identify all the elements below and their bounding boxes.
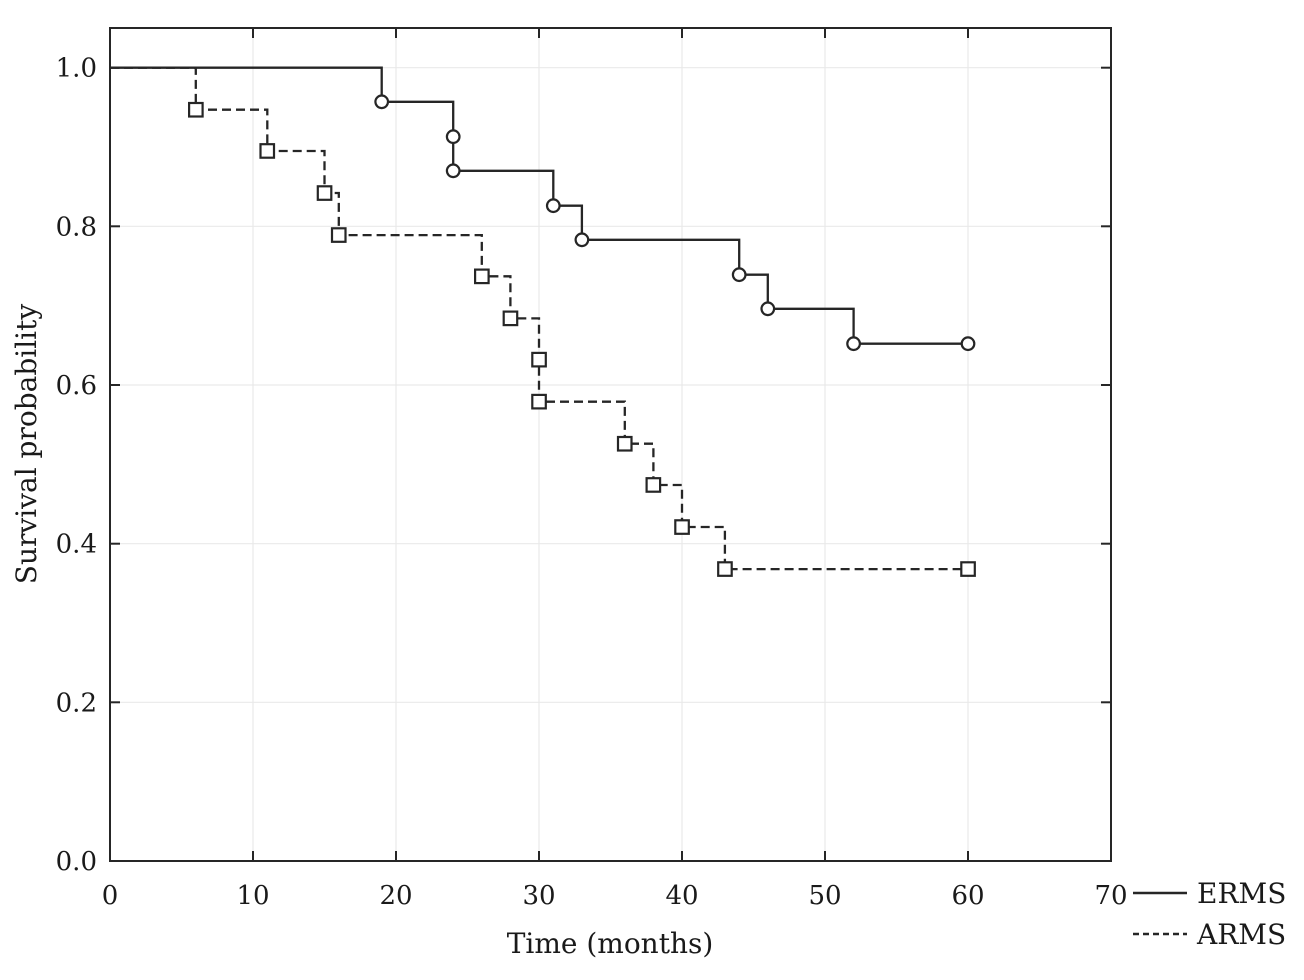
x-tick-label: 0 bbox=[102, 881, 119, 911]
erms-curve bbox=[110, 66, 968, 345]
x-tick-label: 20 bbox=[379, 881, 412, 911]
y-axis-title: Survival probability bbox=[10, 304, 43, 585]
erms-marker bbox=[545, 198, 561, 214]
arms-marker bbox=[330, 227, 347, 243]
legend-label-erms: ERMS bbox=[1197, 877, 1286, 910]
arms-marker bbox=[188, 101, 204, 118]
arms-marker bbox=[531, 393, 547, 410]
x-axis-title: Time (months) bbox=[507, 927, 714, 960]
x-tick-label: 70 bbox=[1094, 881, 1127, 911]
arms-marker bbox=[502, 310, 519, 327]
x-tick-label: 50 bbox=[808, 881, 841, 911]
y-tick-label: 0.8 bbox=[56, 212, 97, 242]
erms-marker bbox=[731, 267, 747, 283]
arms-marker bbox=[674, 519, 690, 535]
erms-marker bbox=[960, 336, 976, 352]
erms-marker bbox=[846, 336, 861, 352]
arms-marker bbox=[645, 477, 662, 493]
y-tick-label: 0.4 bbox=[56, 530, 97, 560]
erms-marker bbox=[445, 163, 461, 179]
arms-marker bbox=[316, 185, 333, 201]
arms-marker bbox=[531, 351, 547, 368]
x-tick-label: 40 bbox=[665, 881, 698, 911]
y-tick-label: 0.2 bbox=[56, 688, 97, 718]
y-tick-label: 1.0 bbox=[56, 54, 97, 84]
legend-label-arms: ARMS bbox=[1196, 918, 1286, 951]
erms-marker bbox=[445, 129, 461, 145]
arms-marker bbox=[259, 143, 276, 159]
arms-marker bbox=[960, 561, 976, 577]
x-tick-label: 10 bbox=[236, 881, 269, 911]
erms-marker bbox=[374, 94, 390, 110]
x-tick-label: 60 bbox=[951, 881, 984, 911]
y-tick-label: 0.0 bbox=[56, 847, 97, 877]
arms-marker bbox=[616, 435, 633, 452]
arms-marker bbox=[474, 268, 490, 285]
x-tick-label: 30 bbox=[522, 881, 555, 911]
arms-marker bbox=[717, 561, 733, 577]
erms-marker bbox=[760, 301, 776, 317]
plot-border bbox=[109, 27, 1112, 862]
legend: ERMS ARMS bbox=[1133, 877, 1286, 951]
plot-area: 0 10 20 30 40 50 60 70 0.0 0.2 0.4 0.6 0.8 1.0 bbox=[56, 27, 1128, 911]
y-tick-label: 0.6 bbox=[56, 371, 97, 401]
erms-marker bbox=[574, 232, 590, 248]
